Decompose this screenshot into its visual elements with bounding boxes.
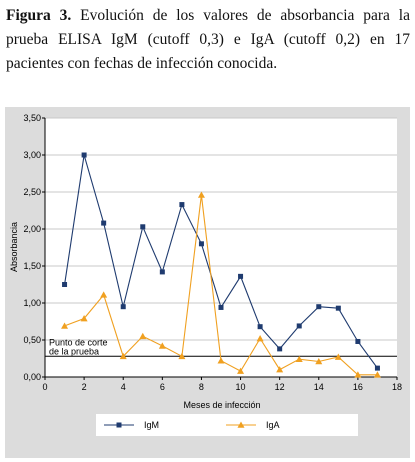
igm-point — [81, 152, 87, 158]
iga-point — [373, 371, 381, 378]
x-axis-label: Meses de infección — [183, 400, 260, 410]
cutoff-label-line1: Punto de corte — [49, 337, 108, 347]
igm-point — [257, 324, 263, 330]
x-tick-label: 6 — [160, 382, 165, 392]
y-tick-label: 0,00 — [23, 372, 41, 382]
igm-point — [179, 202, 185, 208]
igm-point — [101, 220, 107, 226]
iga-point — [315, 357, 323, 365]
y-tick-label: 3,00 — [23, 150, 41, 160]
x-tick-label: 0 — [42, 382, 47, 392]
igm-point — [238, 273, 244, 279]
iga-legend-marker — [237, 421, 245, 428]
iga-point — [217, 357, 225, 364]
y-axis-label: Absorbancia — [9, 222, 19, 272]
iga-point — [119, 352, 127, 360]
iga-point — [276, 366, 284, 373]
x-tick-label: 12 — [275, 382, 285, 392]
figure-caption: Figura 3. Evolución de los valores de ab… — [6, 4, 410, 76]
igm-point — [374, 365, 380, 371]
iga-point — [237, 367, 245, 374]
x-tick-label: 10 — [236, 382, 246, 392]
iga-point — [178, 352, 186, 360]
iga-point — [334, 353, 342, 360]
iga-point — [100, 291, 108, 298]
figure-caption-text: Evolución de los valores de absorbancia … — [6, 7, 410, 72]
x-tick-label: 4 — [121, 382, 126, 392]
igm-point — [296, 323, 302, 329]
iga-point — [197, 191, 205, 198]
iga-point — [295, 355, 303, 363]
y-tick-label: 1,00 — [23, 298, 41, 308]
iga-point — [256, 335, 264, 342]
igm-point — [277, 346, 283, 352]
igm-point — [62, 282, 68, 287]
igm-point — [355, 338, 361, 344]
iga-legend-label: IgA — [266, 420, 280, 430]
y-tick-label: 2,00 — [23, 224, 41, 234]
iga-point — [61, 322, 69, 329]
igm-point — [198, 241, 204, 247]
igm-legend-label: IgM — [144, 420, 159, 430]
x-tick-label: 16 — [353, 382, 363, 392]
figure-label: Figura 3. — [6, 7, 72, 24]
cutoff-label-line2: de la prueba — [49, 346, 99, 356]
x-tick-label: 14 — [314, 382, 324, 392]
iga-point — [80, 315, 88, 322]
iga-point — [139, 332, 147, 340]
plot-area — [45, 118, 397, 377]
iga-point — [158, 342, 166, 349]
y-tick-label: 0,50 — [23, 335, 41, 345]
igm-point — [120, 304, 126, 310]
igm-point — [159, 269, 165, 275]
x-tick-label: 8 — [199, 382, 204, 392]
y-tick-label: 3,50 — [23, 113, 41, 123]
y-tick-label: 1,50 — [23, 261, 41, 271]
x-tick-label: 2 — [82, 382, 87, 392]
igm-legend-marker — [116, 422, 122, 428]
igm-point — [316, 304, 322, 310]
igm-point — [218, 304, 224, 310]
y-tick-label: 2,50 — [23, 187, 41, 197]
igm-point — [335, 305, 341, 311]
iga-point — [354, 371, 362, 378]
x-tick-label: 18 — [392, 382, 402, 392]
igm-point — [140, 224, 146, 230]
